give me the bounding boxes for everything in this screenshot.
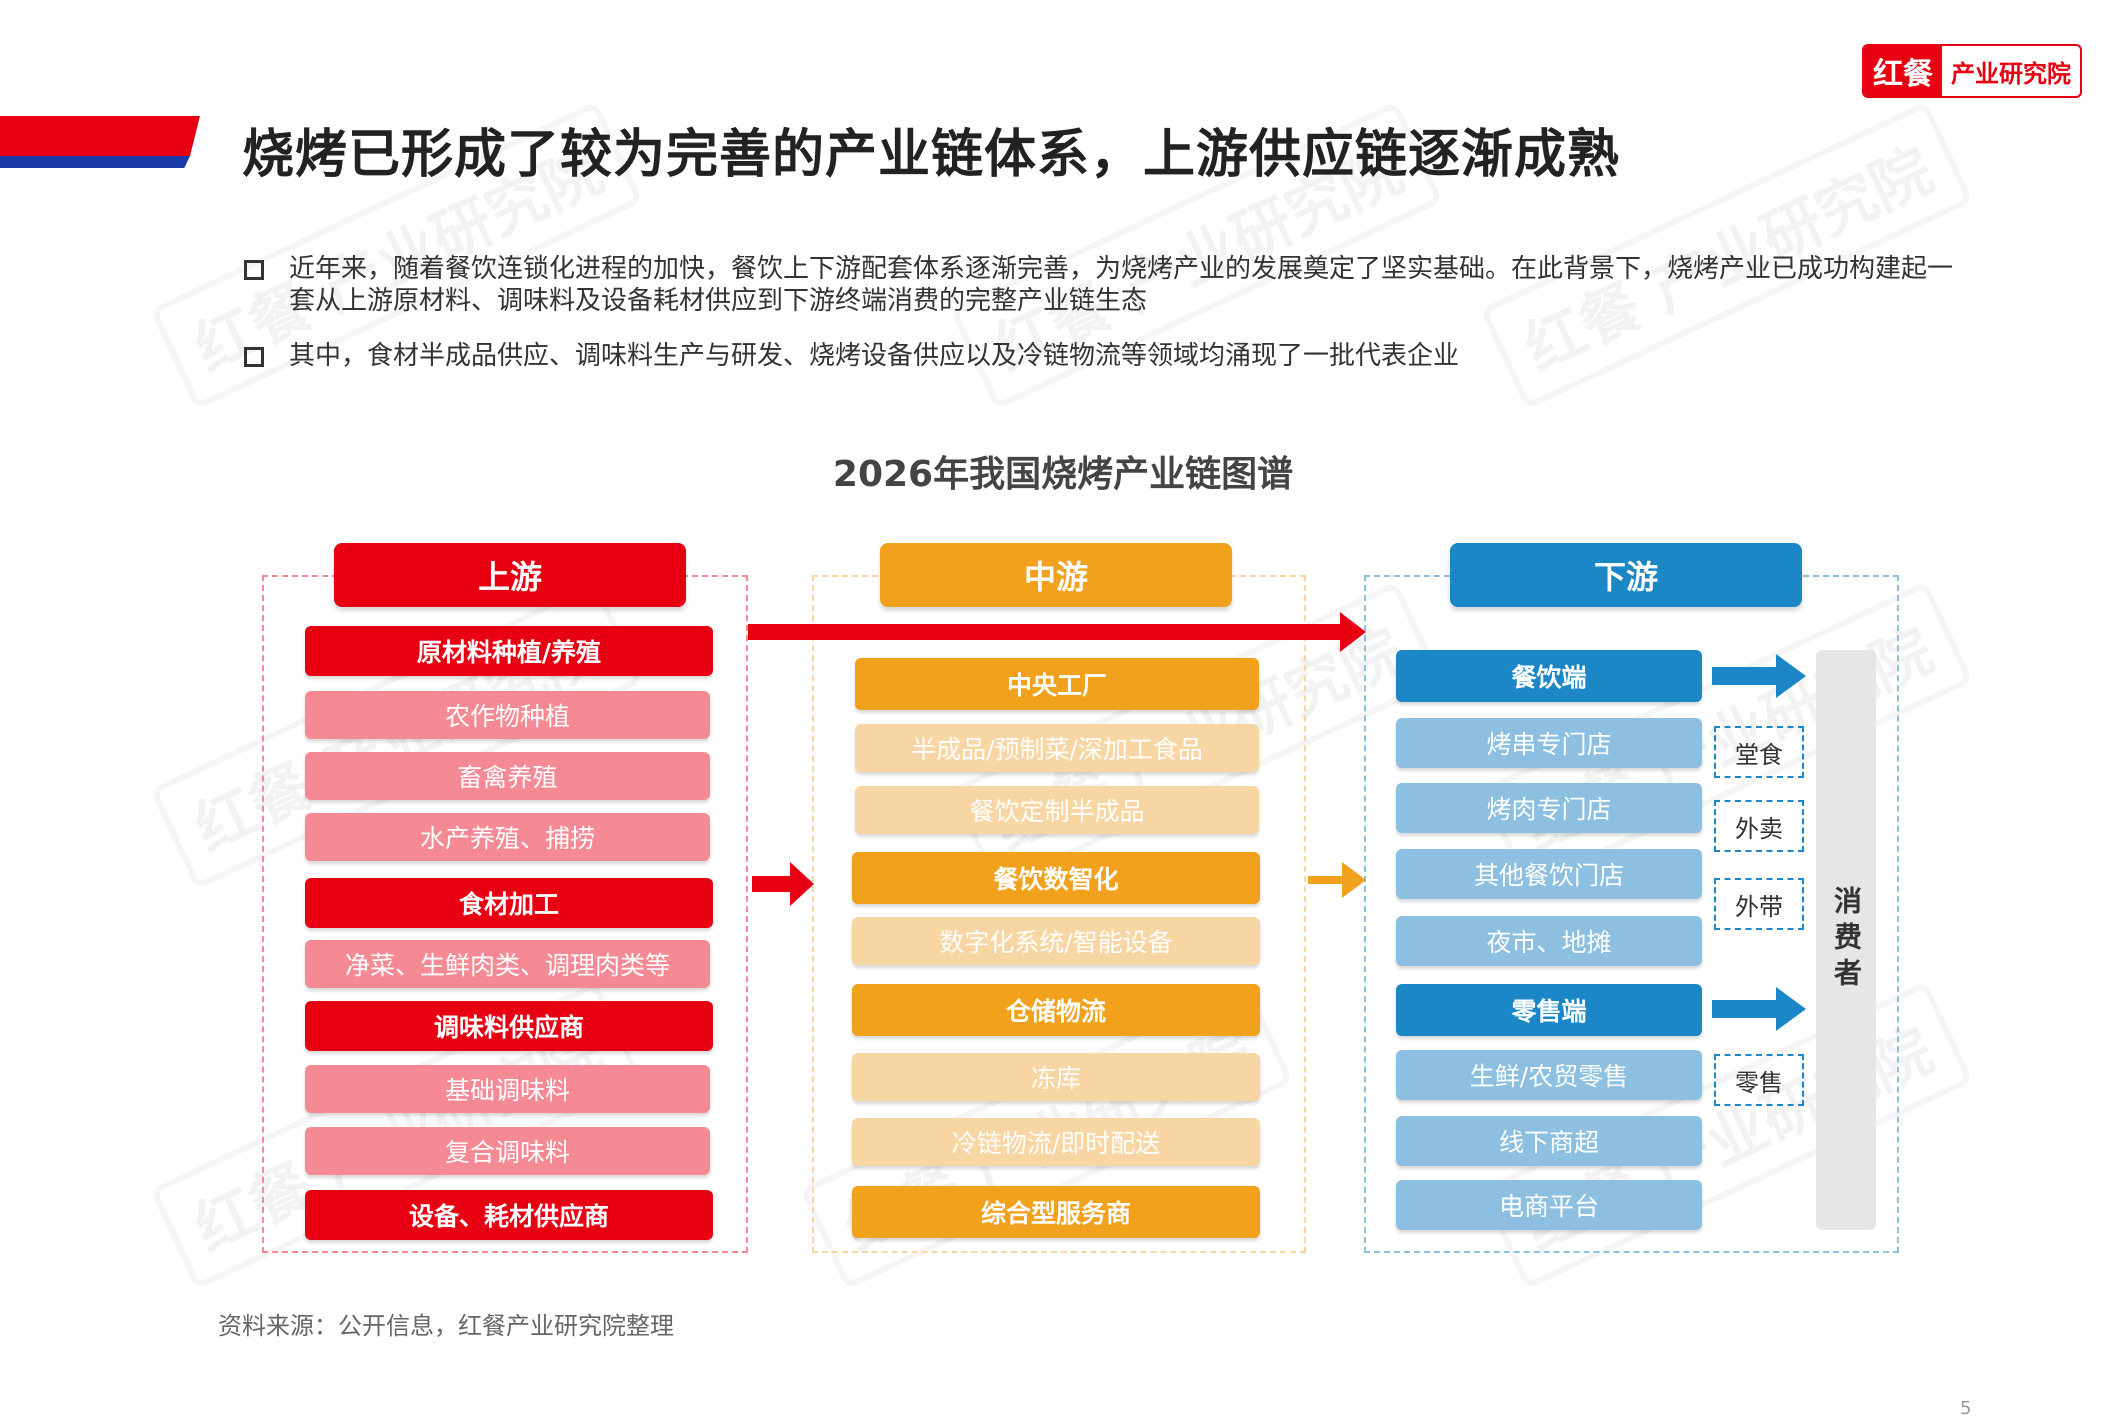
downstream-category: 餐饮端 [1396,650,1702,702]
channel-tag: 外带 [1714,878,1804,930]
downstream-item: 电商平台 [1396,1180,1702,1230]
midstream-category: 餐饮数智化 [852,852,1260,904]
upstream-category: 原材料种植/养殖 [305,626,713,676]
midstream-category: 综合型服务商 [852,1186,1260,1238]
logo-mark: 红餐 [1864,46,1942,96]
midstream-item: 冷链物流/即时配送 [852,1118,1260,1166]
midstream-item: 餐饮定制半成品 [855,786,1259,834]
downstream-item: 烤串专门店 [1396,718,1702,768]
channel-tag: 零售 [1714,1054,1804,1106]
upstream-item: 净菜、生鲜肉类、调理肉类等 [305,940,710,988]
midstream-header: 中游 [880,543,1232,607]
page-number: 5 [1960,1398,1972,1419]
upstream-item: 基础调味料 [305,1065,710,1113]
source-note: 资料来源：公开信息，红餐产业研究院整理 [218,1312,674,1340]
arrow-upstream-to-downstream [748,612,1366,652]
brand-logo: 红餐 产业研究院 [1862,44,2082,98]
midstream-item: 数字化系统/智能设备 [852,917,1260,965]
upstream-item: 畜禽养殖 [305,752,710,800]
midstream-item: 半成品/预制菜/深加工食品 [855,724,1259,772]
consumer-box: 消费者 [1816,650,1876,1230]
downstream-item: 线下商超 [1396,1116,1702,1166]
upstream-category: 食材加工 [305,878,713,928]
downstream-item: 生鲜/农贸零售 [1396,1050,1702,1100]
downstream-header: 下游 [1450,543,1802,607]
midstream-category: 中央工厂 [855,658,1259,710]
bullet-square-icon [244,260,264,280]
upstream-item: 农作物种植 [305,691,710,739]
header-band-red [0,116,200,156]
upstream-item: 水产养殖、捕捞 [305,813,710,861]
upstream-category: 设备、耗材供应商 [305,1190,713,1240]
upstream-header: 上游 [334,543,686,607]
downstream-item: 其他餐饮门店 [1396,849,1702,899]
upstream-item: 复合调味料 [305,1127,710,1175]
downstream-item: 夜市、地摊 [1396,916,1702,966]
midstream-item: 冻库 [852,1053,1260,1101]
arrow-upstream-to-midstream [752,862,814,906]
bullet-text: 其中，食材半成品供应、调味料生产与研发、烧烤设备供应以及冷链物流等领域均涌现了一… [289,341,1460,371]
bullet-square-icon [244,347,264,367]
diagram-title: 2026年我国烧烤产业链图谱 [832,454,1294,495]
bullet-text: 近年来，随着餐饮连锁化进程的加快，餐饮上下游配套体系逐渐完善，为烧烤产业的发展奠… [289,254,1954,316]
upstream-category: 调味料供应商 [305,1001,713,1051]
logo-text: 产业研究院 [1951,59,2071,88]
channel-tag: 堂食 [1714,726,1804,778]
arrow-retail-to-consumer [1712,987,1806,1031]
channel-tag: 外卖 [1714,800,1804,852]
page-title: 烧烤已形成了较为完善的产业链体系，上游供应链逐渐成熟 [242,125,1621,185]
midstream-category: 仓储物流 [852,984,1260,1036]
arrow-midstream-to-downstream [1308,862,1366,898]
header-band-blue [0,156,190,168]
downstream-category: 零售端 [1396,984,1702,1036]
downstream-item: 烤肉专门店 [1396,783,1702,833]
arrow-catering-to-consumer [1712,654,1806,698]
